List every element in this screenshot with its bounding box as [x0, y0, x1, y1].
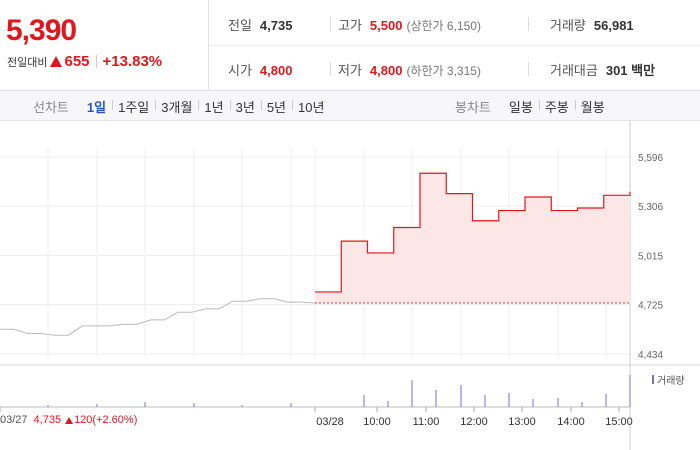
- x-tick-label: 15:00: [605, 416, 633, 428]
- x-tick-label: 10:00: [363, 416, 391, 428]
- stat-amount: 거래대금 301 백만: [550, 60, 655, 79]
- tab-1day[interactable]: 1일: [86, 99, 107, 115]
- chart-svg: 5,596 5,306 5,015 4,725 4,434 03/27 03/28 10:00…: [0, 121, 700, 450]
- stat-label: 전일: [228, 18, 252, 33]
- tab-monthly-candle[interactable]: 월봉: [574, 97, 611, 116]
- price-block: 5,390 전일대비 655 +13.83%: [0, 0, 209, 91]
- stat-value: 4,735: [259, 18, 293, 33]
- divider: [528, 17, 529, 31]
- previous-day-line: [0, 298, 316, 336]
- tab-10year[interactable]: 10년: [292, 97, 330, 116]
- stat-value: 4,800: [369, 63, 403, 78]
- y-tick-label: 5,015: [638, 252, 663, 263]
- change-row: 전일대비 655 +13.83%: [7, 53, 162, 70]
- x-tick-label: 13:00: [508, 416, 536, 428]
- quote-header: 5,390 전일대비 655 +13.83% 전일 4,735 고가 5,500…: [0, 0, 700, 91]
- y-tick-label: 5,306: [638, 202, 663, 213]
- stat-label: 저가: [338, 63, 362, 78]
- y-tick-label: 4,725: [638, 301, 663, 312]
- price-line: [315, 172, 631, 293]
- change-label: 전일대비: [7, 56, 48, 69]
- stat-label: 거래량: [550, 18, 586, 33]
- up-triangle-icon: [50, 56, 63, 67]
- tab-3month[interactable]: 3개월: [155, 97, 198, 116]
- stat-value: 301 백만: [605, 63, 656, 78]
- y-tick-label: 4,434: [638, 350, 663, 361]
- prev-change: 120: [74, 414, 93, 426]
- stats-panel: 전일 4,735 고가 5,500 (상한가 6,150) 거래량 56,981…: [210, 0, 700, 91]
- stat-high: 고가 5,500 (상한가 6,150): [338, 15, 481, 34]
- tab-1week[interactable]: 1주일: [112, 97, 155, 116]
- price-chart: 5,596 5,306 5,015 4,725 4,434 03/27 03/28 10:00…: [0, 121, 700, 450]
- y-tick-label: 5,596: [638, 153, 663, 164]
- stat-value: 4,800: [259, 63, 293, 78]
- price-area-fill: [315, 173, 630, 303]
- divider: [95, 55, 97, 68]
- stat-value: 5,500: [369, 18, 403, 33]
- stat-label: 고가: [338, 18, 362, 33]
- stat-open: 시가 4,800: [228, 60, 292, 79]
- stat-label: 거래대금: [550, 63, 598, 78]
- prev-change-pct: (+2.60%): [92, 414, 138, 426]
- divider: [210, 45, 700, 46]
- previous-day-info: 03/27 4,735 120 (+2.60%): [0, 414, 137, 426]
- up-triangle-icon: [65, 416, 74, 424]
- x-tick-label: 11:00: [413, 416, 440, 428]
- tab-daily-candle[interactable]: 일봉: [508, 99, 533, 115]
- stat-label: 시가: [228, 63, 252, 78]
- line-chart-label: 선차트: [33, 99, 69, 115]
- prev-close: 4,735: [33, 414, 62, 426]
- tab-5year[interactable]: 5년: [260, 97, 292, 116]
- upper-limit: (상한가 6,150): [406, 19, 481, 33]
- stat-prev-close: 전일 4,735: [228, 15, 292, 34]
- stat-low: 저가 4,800 (하한가 3,315): [338, 60, 481, 79]
- tab-weekly-candle[interactable]: 주봉: [538, 97, 575, 116]
- line-chart-tabs: 선차트 1일 1주일 3개월 1년 3년 5년 10년: [33, 91, 330, 121]
- tab-1year[interactable]: 1년: [198, 97, 229, 116]
- stat-volume: 거래량 56,981: [550, 15, 634, 34]
- volume-swatch: [652, 375, 654, 384]
- stat-value: 56,981: [593, 18, 634, 33]
- lower-limit: (하한가 3,315): [406, 64, 481, 78]
- change-value: 655: [64, 53, 90, 70]
- tab-3year[interactable]: 3년: [229, 97, 261, 116]
- prev-date: 03/27: [0, 414, 28, 426]
- divider: [528, 62, 529, 76]
- candle-chart-tabs: 봉차트 일봉 주봉 월봉: [455, 91, 611, 121]
- volume-legend-label: 거래량: [657, 376, 685, 387]
- x-tick-label: 12:00: [460, 416, 488, 428]
- change-percent: +13.83%: [102, 53, 163, 70]
- divider: [330, 17, 331, 31]
- divider: [330, 62, 331, 76]
- candle-chart-label: 봉차트: [455, 99, 491, 115]
- current-price: 5,390: [6, 14, 77, 47]
- x-tick-label: 14:00: [557, 416, 585, 428]
- x-tick-label: 03/28: [316, 416, 344, 428]
- chart-tabs-bar: 선차트 1일 1주일 3개월 1년 3년 5년 10년 봉차트 일봉 주봉 월봉: [0, 91, 700, 121]
- volume-legend: 거래량: [652, 372, 685, 387]
